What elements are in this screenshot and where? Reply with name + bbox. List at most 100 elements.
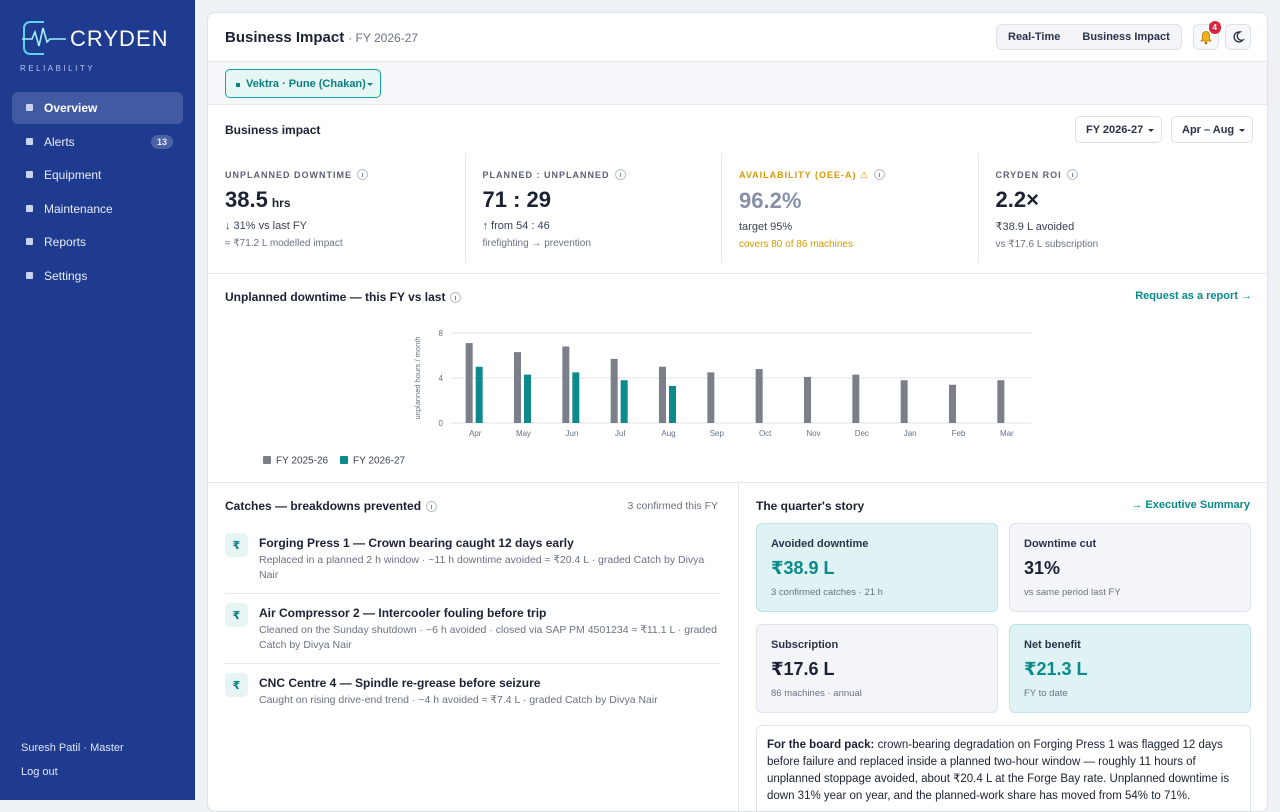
theme-toggle[interactable]	[1225, 24, 1251, 50]
nav-badge: 13	[150, 134, 173, 149]
bar	[949, 384, 956, 423]
filter[interactable]: Apr – Aug	[1171, 116, 1254, 143]
catch-title: CNC Centre 4 — Spindle re-grease before …	[259, 676, 541, 690]
catch-icon: ₹	[225, 533, 248, 557]
legend-swatch	[340, 456, 348, 464]
main-panel: Business Impact · FY 2026-27 Real-Time Bus…	[207, 12, 1268, 812]
info-icon[interactable]	[450, 292, 462, 303]
bar	[620, 380, 628, 423]
info-icon[interactable]	[426, 501, 438, 512]
nav-item[interactable]: Alerts 13	[12, 126, 183, 158]
chart-title: Unplanned downtime — this FY vs last	[225, 290, 462, 304]
bar	[852, 374, 860, 423]
title: Business Impact	[225, 29, 345, 46]
card-sub: 86 machines · annual	[771, 688, 862, 699]
nav-icon	[26, 204, 33, 212]
divider	[225, 663, 720, 664]
nav-icon	[26, 104, 33, 111]
x-tick-label: Nov	[806, 429, 820, 438]
kpi-value-text: 2.2×	[995, 187, 1039, 212]
nav-item[interactable]: Settings	[12, 260, 183, 292]
chart-title-text: Unplanned downtime — this FY vs last	[225, 290, 446, 304]
kpi-note: covers 80 of 86 machines	[739, 239, 853, 250]
tab[interactable]: Real-Time	[1008, 31, 1061, 43]
board-lead: For the board pack:	[767, 739, 875, 751]
logout[interactable]: Log out	[21, 766, 58, 778]
bar	[465, 343, 473, 423]
section-title: Business impact	[225, 123, 321, 137]
filter[interactable]: FY 2026-27	[1075, 116, 1163, 143]
card-value: ₹17.6 L	[771, 659, 835, 679]
card-label: Avoided downtime	[771, 538, 869, 550]
kpi-label: PLANNED : UNPLANNED	[483, 169, 721, 180]
site-bar: Vektra · Pune (Chakan)	[208, 61, 1267, 105]
x-tick-label: Dec	[855, 429, 869, 438]
kpi-note: firefighting → prevention	[482, 238, 591, 249]
catch-desc: Cleaned on the Sunday shutdown · ~6 h av…	[259, 624, 717, 651]
bar	[572, 372, 580, 423]
catch-item: ₹ CNC Centre 4 — Spindle re-grease before…	[225, 673, 720, 743]
nav-item[interactable]: Overview	[12, 92, 183, 124]
nav-label: Reports	[44, 235, 87, 249]
kpi-label-text: AVAILABILITY (OEE-A) ⚠	[739, 170, 870, 180]
story-title: The quarter's story	[756, 499, 865, 513]
nav-label: Settings	[44, 268, 88, 283]
nav-item[interactable]: Maintenance	[12, 193, 183, 225]
kpi-line: ↑ from 54 : 46	[482, 220, 550, 232]
bar	[707, 372, 715, 423]
nav-label: Equipment	[44, 168, 102, 182]
card-label: Downtime cut	[1024, 538, 1097, 550]
tab[interactable]: Business Impact	[1082, 31, 1170, 43]
summary-link[interactable]: → Executive Summary	[1131, 499, 1250, 511]
story-card: Avoided downtime ₹38.9 L 3 confirmed catch…	[756, 523, 998, 612]
x-tick-label: Jun	[565, 429, 578, 438]
legend-swatch	[263, 456, 271, 464]
x-tick-label: Jan	[904, 429, 917, 438]
x-tick-label: Apr	[469, 429, 482, 438]
bar	[514, 352, 521, 423]
card-sub: 3 confirmed catches · 21 h	[771, 587, 883, 598]
bar	[475, 366, 483, 423]
legend-label: FY 2025-26	[276, 456, 329, 467]
info-icon[interactable]	[614, 169, 626, 180]
board-text: crown-bearing degradation on Forging Pre…	[767, 739, 1230, 802]
kpi-line: ↓ 31% vs last FY	[225, 220, 307, 232]
bar	[562, 346, 570, 423]
nav-item[interactable]: Equipment	[12, 159, 183, 191]
y-tick-label: 4	[439, 374, 444, 383]
x-tick-label: May	[516, 429, 531, 438]
site-selector[interactable]: Vektra · Pune (Chakan)	[225, 69, 381, 98]
kpi-unit: hrs	[271, 196, 291, 210]
x-tick-label: Feb	[952, 429, 966, 438]
nav-label: Alerts	[44, 134, 75, 149]
info-icon[interactable]	[874, 169, 886, 180]
bar	[804, 376, 811, 423]
x-tick-label: Aug	[661, 429, 675, 438]
x-tick-label: Sep	[710, 429, 725, 438]
x-tick-label: Mar	[1000, 429, 1014, 438]
chart-section: Unplanned downtime — this FY vs last Req…	[208, 273, 1267, 482]
kpi-label: AVAILABILITY (OEE-A) ⚠	[739, 169, 977, 181]
moon-icon	[1233, 31, 1246, 43]
kpi-value-text: 38.5	[225, 187, 268, 212]
notifications[interactable]: 4	[1193, 21, 1221, 50]
info-icon[interactable]	[1066, 169, 1078, 180]
kpi-label: CRYDEN ROI	[996, 169, 1234, 180]
nav-item[interactable]: Reports	[12, 226, 183, 258]
bar	[669, 385, 676, 423]
y-tick-label: 0	[439, 419, 444, 428]
subtitle: · FY 2026-27	[348, 31, 419, 45]
brand: CRYDEN	[70, 26, 169, 51]
card-sub: vs same period last FY	[1024, 587, 1121, 598]
card-sub: FY to date	[1024, 688, 1068, 699]
notification-badge: 4	[1208, 21, 1221, 34]
bar	[524, 374, 531, 423]
nav-label: Maintenance	[44, 201, 113, 216]
catch-item: ₹ Forging Press 1 — Crown bearing caught …	[225, 533, 720, 603]
catch-icon: ₹	[225, 603, 248, 627]
info-icon[interactable]	[357, 169, 368, 180]
kpi-line: ₹38.9 L avoided	[995, 221, 1075, 233]
page-title: Business Impact · FY 2026-27	[225, 29, 418, 46]
kpi: AVAILABILITY (OEE-A) ⚠ 96.2% target 95% cov…	[721, 153, 977, 263]
report-link[interactable]: Request as a report →	[1135, 290, 1252, 302]
